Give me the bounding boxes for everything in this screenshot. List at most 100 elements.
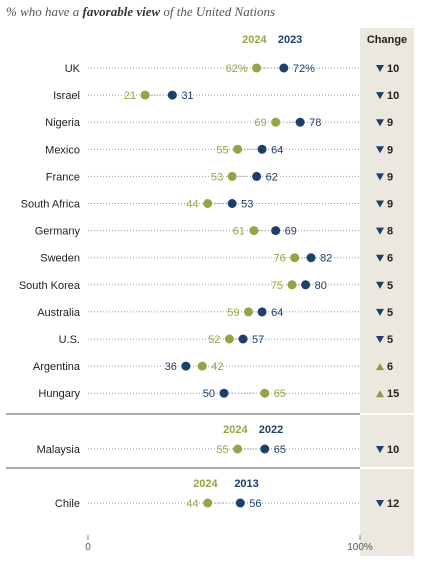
change-column-background [360, 28, 414, 556]
value-label-old: 80 [315, 280, 327, 292]
change-value: 12 [387, 498, 399, 510]
country-label: Germany [35, 226, 81, 238]
down-triangle-icon [376, 446, 384, 453]
value-label-old: 53 [241, 199, 253, 211]
down-triangle-icon [376, 308, 384, 316]
year-header-new: 2024 [193, 478, 218, 490]
country-label: France [46, 171, 80, 183]
title-emphasis: favorable view [82, 4, 161, 19]
value-label-new: 61 [233, 226, 245, 238]
change-value: 9 [387, 144, 393, 156]
down-triangle-icon [376, 173, 384, 181]
dot-old [271, 226, 281, 236]
dot-new [271, 117, 281, 127]
change-value: 10 [387, 444, 399, 456]
dot-new [243, 307, 253, 317]
value-label-old: 57 [252, 334, 264, 346]
change-value: 10 [387, 90, 399, 102]
value-label-old: 82 [320, 253, 332, 265]
dot-old [301, 280, 311, 290]
change-value: 10 [387, 63, 399, 75]
change-value: 8 [387, 226, 393, 238]
value-label-new: 44 [186, 199, 198, 211]
down-triangle-icon [376, 500, 384, 507]
value-label-new: 55 [216, 144, 228, 156]
down-triangle-icon [376, 146, 384, 154]
value-label-old: 72% [293, 63, 315, 75]
value-label-new: 53 [211, 171, 223, 183]
x-axis-tick-label: 0 [85, 542, 91, 553]
value-label-old: 69 [285, 226, 297, 238]
year-header-old: 2023 [278, 34, 302, 46]
change-header: Change [367, 34, 407, 46]
down-triangle-icon [376, 281, 384, 289]
title-prefix: % who have a [6, 4, 83, 19]
dot-new [227, 171, 237, 181]
value-label-new: 21 [124, 90, 136, 102]
dot-old [219, 388, 229, 398]
change-value: 15 [387, 388, 399, 400]
value-label-new: 75 [271, 280, 283, 292]
value-label-new: 55 [216, 444, 228, 456]
dot-old [260, 444, 270, 454]
country-label: Argentina [33, 361, 81, 373]
dot-old [238, 334, 248, 344]
dot-new [203, 498, 213, 508]
dot-old [167, 90, 177, 100]
country-label: Malaysia [37, 444, 81, 456]
dot-new [140, 90, 150, 100]
down-triangle-icon [376, 119, 384, 127]
dot-new [197, 361, 207, 371]
change-value: 5 [387, 334, 393, 346]
x-axis-tick-label: 100% [347, 542, 373, 553]
value-label-new: 42 [211, 361, 223, 373]
value-label-new: 52 [208, 334, 220, 346]
value-label-old: 31 [181, 90, 193, 102]
dot-new [260, 388, 270, 398]
value-label-new: 65 [274, 388, 286, 400]
dot-old [227, 199, 237, 208]
title-suffix: of the United Nations [160, 4, 276, 19]
country-label: Hungary [38, 388, 80, 400]
country-label: Sweden [40, 253, 80, 265]
chart-title: % who have a favorable view of the Unite… [6, 4, 275, 20]
change-value: 6 [387, 361, 393, 373]
dot-new [249, 226, 259, 236]
value-label-new: 62% [226, 63, 248, 75]
year-header-new: 2024 [223, 424, 248, 436]
value-label-old: 65 [274, 444, 286, 456]
dot-old [295, 117, 305, 127]
up-triangle-icon [376, 363, 384, 371]
dot-old [257, 307, 267, 317]
value-label-old: 50 [203, 388, 215, 400]
country-label: Israel [53, 90, 80, 102]
value-label-old: 56 [249, 498, 261, 510]
country-label: U.S. [59, 334, 80, 346]
value-label-new: 44 [186, 498, 198, 510]
country-label: South Africa [21, 199, 81, 211]
dot-new [287, 280, 297, 290]
dot-old [306, 253, 316, 263]
value-label-old: 64 [271, 307, 283, 319]
value-label-new: 59 [227, 307, 239, 319]
value-label-new: 76 [273, 253, 285, 265]
country-label: Mexico [45, 144, 80, 156]
dot-new [290, 253, 300, 263]
down-triangle-icon [376, 227, 384, 235]
dot-old [235, 498, 245, 508]
country-label: Australia [37, 307, 81, 319]
down-triangle-icon [376, 254, 384, 262]
change-value: 9 [387, 171, 393, 183]
dot-old [279, 63, 289, 73]
year-header-old: 2013 [234, 478, 258, 490]
down-triangle-icon [376, 65, 384, 72]
year-header-new: 2024 [242, 34, 267, 46]
dot-new [233, 144, 243, 154]
dot-old [181, 361, 191, 371]
dot-new [233, 444, 243, 454]
country-label: Nigeria [45, 117, 81, 129]
down-triangle-icon [376, 336, 384, 343]
up-triangle-icon [376, 390, 384, 398]
dot-new [252, 63, 262, 73]
